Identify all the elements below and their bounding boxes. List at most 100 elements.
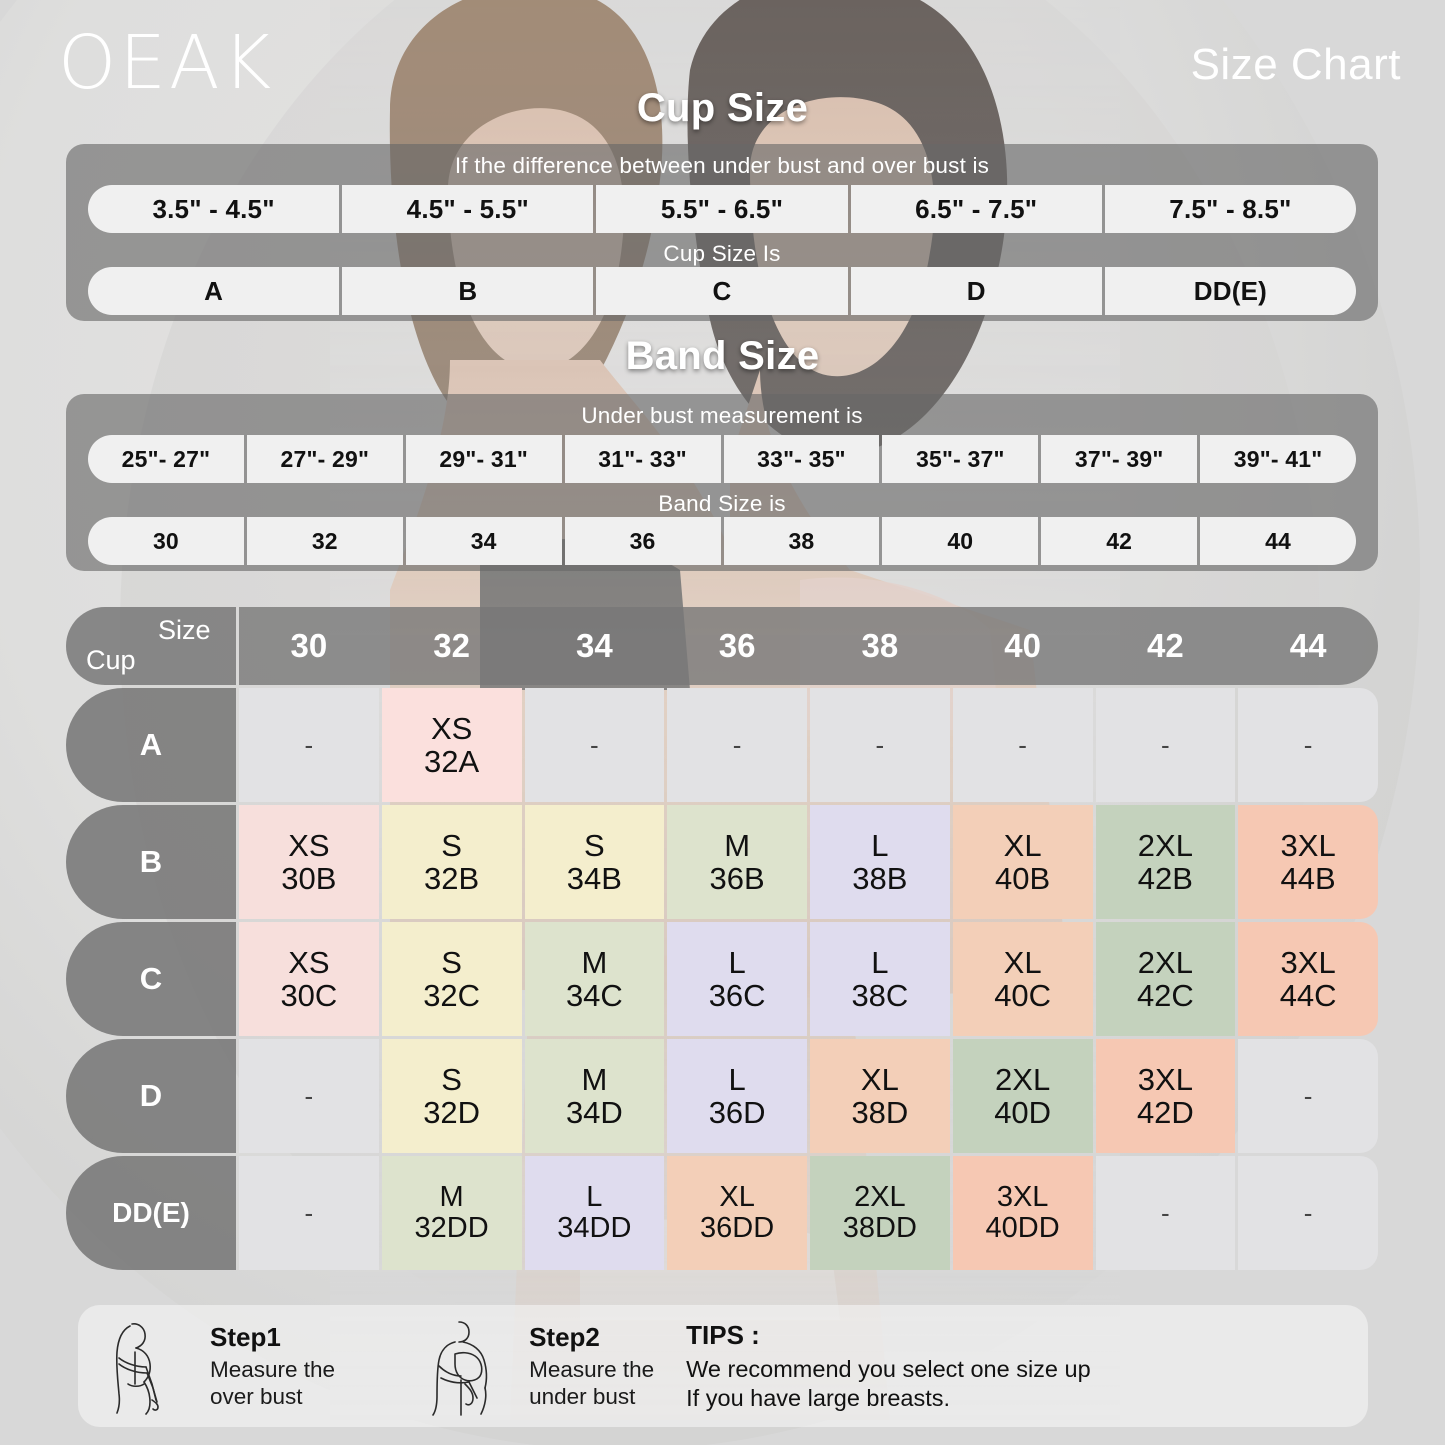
matrix-cell-DD(E)-38: 2XL 38DD <box>810 1156 950 1270</box>
cell-size-label: S <box>584 827 605 863</box>
matrix-cell-C-32: S 32C <box>381 922 522 1036</box>
band-range-cell-7: 39"- 41" <box>1200 435 1356 483</box>
matrix-row-A: A - XS 32A - - - - - - <box>66 688 1378 802</box>
matrix-cell-A-36: - <box>667 688 807 802</box>
matrix-row-cells: - M 32DD L 34DD XL 36DD 2XL 38DD 3XL 40DD - - <box>239 1156 1378 1270</box>
cell-code-label: 44B <box>1280 861 1336 896</box>
step1-line1: Measure the <box>210 1356 336 1382</box>
cell-size-label: S <box>441 1061 462 1097</box>
cell-size-label: S <box>441 944 462 980</box>
matrix-band-header-44: 44 <box>1289 627 1327 664</box>
band-number-cell-2: 34 <box>405 517 562 565</box>
tips-line1: We recommend you select one size up <box>686 1356 1091 1383</box>
tips-title: TIPS : <box>686 1320 760 1351</box>
matrix-band-header-38: 38 <box>861 627 899 664</box>
cup-letter-cell-2: C <box>596 267 848 315</box>
cell-size-label: L <box>728 1061 746 1097</box>
band-number-row: 30 32 34 36 38 40 42 44 <box>88 517 1356 565</box>
band-range-cell-0: 25"- 27" <box>88 435 244 483</box>
matrix-band-headers: 30 32 34 36 38 40 42 44 <box>239 607 1378 685</box>
cell-size-label: XL <box>1003 827 1042 863</box>
matrix-cell-D-32: S 32D <box>381 1039 522 1153</box>
matrix-band-header-36: 36 <box>718 627 756 664</box>
cell-code-label: 40DD <box>985 1212 1060 1244</box>
cell-size-label: L <box>586 1180 603 1213</box>
cell-code-label: 42D <box>1136 1095 1194 1130</box>
band-number-cell-1: 32 <box>246 517 403 565</box>
cup-size-panel: If the difference between under bust and… <box>66 144 1378 321</box>
cell-size-label: 2XL <box>1137 944 1193 980</box>
cell-code-label: 42C <box>1136 978 1194 1013</box>
cell-size-label: M <box>724 827 751 863</box>
matrix-cup-label-D: D <box>66 1039 236 1153</box>
cup-range-cell-0: 3.5" - 4.5" <box>88 185 340 233</box>
cell-code-label: 38B <box>852 861 908 896</box>
matrix-cell-D-38: XL 38D <box>810 1039 950 1153</box>
matrix-cell-C-44: 3XL 44C <box>1238 922 1378 1036</box>
cup-size-caption-mid: Cup Size Is <box>663 241 781 266</box>
matrix-cell-C-38: L 38C <box>810 922 950 1036</box>
matrix-cell-D-44: - <box>1238 1039 1378 1153</box>
cell-code-label: 40B <box>995 861 1051 896</box>
cell-size-label: L <box>728 944 746 980</box>
cell-code-label: 30B <box>281 861 337 896</box>
matrix-cell-DD(E)-44: - <box>1238 1156 1378 1270</box>
cell-code-label: 34DD <box>557 1212 632 1244</box>
cell-size-label: XS <box>288 944 330 980</box>
matrix-cell-C-36: L 36C <box>667 922 807 1036</box>
cell-size-label: XL <box>1003 944 1042 980</box>
matrix-cup-label-C: C <box>66 922 236 1036</box>
cell-size-label: XL <box>860 1061 899 1097</box>
cell-code-label: 36C <box>708 978 766 1013</box>
matrix-row-C: C XS 30C S 32C M 34C L 36C L 38C XL 40C 2XL 42C 3XL 44C <box>66 922 1378 1036</box>
page-title: Size Chart <box>1190 40 1401 89</box>
band-range-cell-1: 27"- 29" <box>246 435 403 483</box>
cell-code-label: 32A <box>424 744 480 779</box>
cell-code-label: 36D <box>708 1095 766 1130</box>
matrix-band-header-30: 30 <box>290 627 328 664</box>
cell-code-label: 42B <box>1137 861 1193 896</box>
measurement-steps-footer: Step1 Measure the over bust <box>78 1305 1368 1427</box>
matrix-cell-DD(E)-36: XL 36DD <box>667 1156 807 1270</box>
cell-code-label: 34B <box>566 861 622 896</box>
cell-size-label: 3XL <box>1280 944 1336 980</box>
band-range-cell-4: 33"- 35" <box>723 435 880 483</box>
matrix-cell-D-34: M 34D <box>524 1039 665 1153</box>
matrix-cell-A-32: XS 32A <box>381 688 522 802</box>
cup-letter-cell-0: A <box>88 267 340 315</box>
matrix-cell-B-44: 3XL 44B <box>1238 805 1378 919</box>
matrix-cell-B-42: 2XL 42B <box>1095 805 1236 919</box>
band-number-cell-0: 30 <box>88 517 244 565</box>
matrix-cell-C-40: XL 40C <box>952 922 1093 1036</box>
matrix-corner-header: Size Cup <box>66 607 236 685</box>
matrix-cell-D-40: 2XL 40D <box>952 1039 1093 1153</box>
matrix-cell-B-36: M 36B <box>667 805 807 919</box>
cell-size-label: M <box>581 944 608 980</box>
band-range-row: 25"- 27" 27"- 29" 29"- 31" 31"- 33" 33"- 35"… <box>88 435 1356 483</box>
cell-size-label: 3XL <box>1137 1061 1193 1097</box>
cell-code-label: 44C <box>1279 978 1337 1013</box>
step2-line1: Measure the <box>529 1356 655 1382</box>
matrix-body: A - XS 32A - - - - - - B XS 30B S 32B S 34B M 36B L 38B XL 40B… <box>66 688 1378 1270</box>
cell-code-label: 36B <box>709 861 765 896</box>
band-number-cell-6: 42 <box>1041 517 1198 565</box>
cup-range-cell-2: 5.5" - 6.5" <box>596 185 848 233</box>
cell-code-label: 34D <box>565 1095 623 1130</box>
step2-line2: under bust <box>529 1383 636 1409</box>
matrix-row-cells: XS 30C S 32C M 34C L 36C L 38C XL 40C 2XL 42C 3XL 44C <box>239 922 1378 1036</box>
cell-size-label: L <box>871 944 889 980</box>
cell-size-label: M <box>439 1180 464 1213</box>
band-number-cell-5: 40 <box>882 517 1039 565</box>
band-number-cell-4: 38 <box>723 517 880 565</box>
cup-letter-cell-1: B <box>342 267 594 315</box>
cell-code-label: 36DD <box>700 1212 775 1244</box>
cell-size-label: XS <box>430 710 473 746</box>
brand-logo-text: OEAK <box>58 20 275 106</box>
matrix-cell-C-34: M 34C <box>524 922 665 1036</box>
cell-code-label: 32B <box>424 861 480 896</box>
band-range-cell-6: 37"- 39" <box>1041 435 1198 483</box>
matrix-header-row: Size Cup 30 32 34 36 38 40 42 44 <box>66 607 1378 685</box>
cell-size-label: S <box>441 827 462 863</box>
cup-range-cell-1: 4.5" - 5.5" <box>342 185 594 233</box>
matrix-cell-B-38: L 38B <box>810 805 950 919</box>
